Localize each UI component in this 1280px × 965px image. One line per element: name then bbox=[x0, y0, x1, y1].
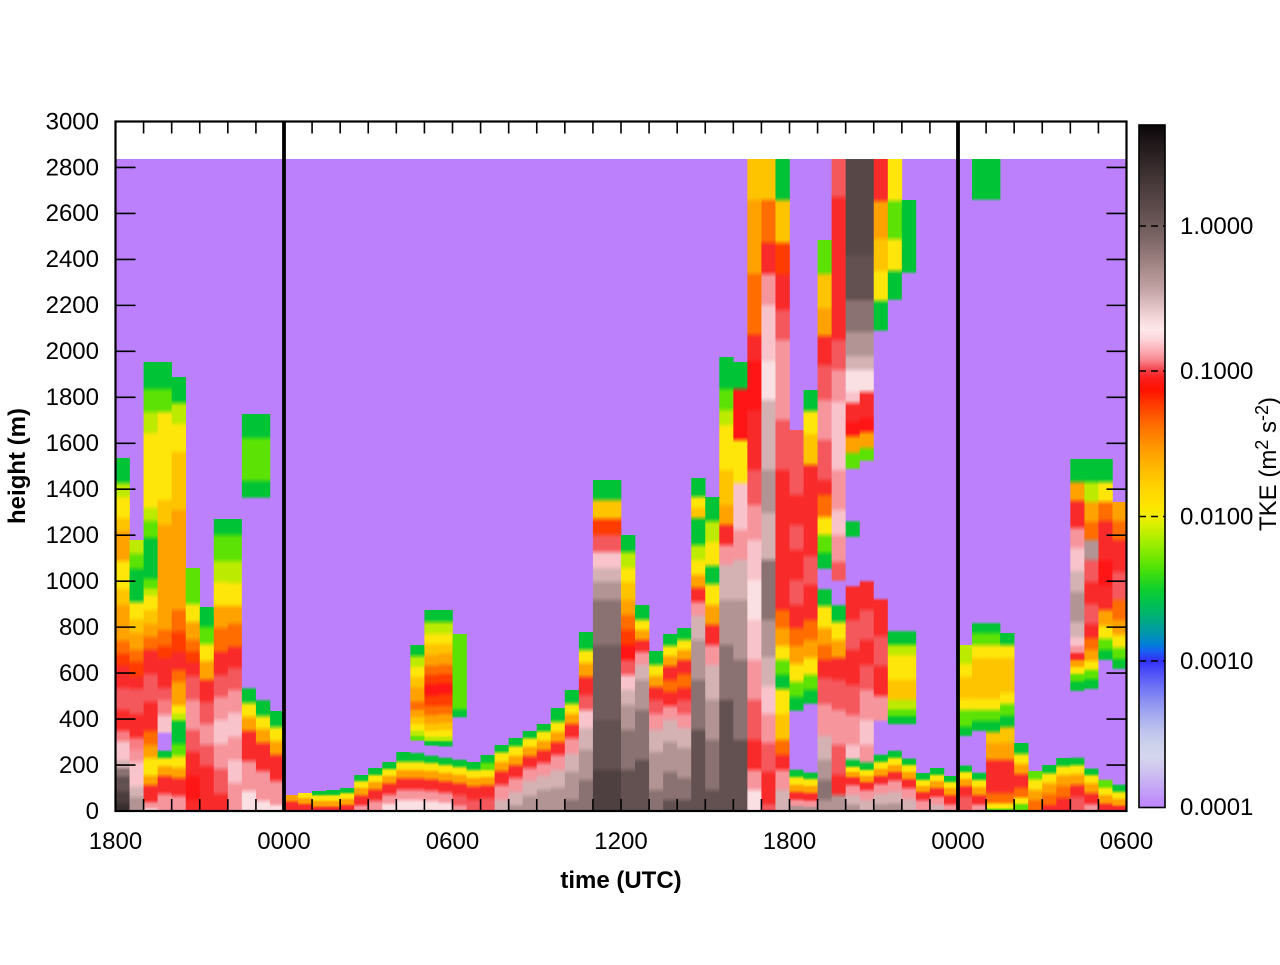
svg-text:1200: 1200 bbox=[594, 828, 647, 855]
svg-text:1000: 1000 bbox=[46, 568, 99, 595]
svg-text:2600: 2600 bbox=[46, 200, 99, 227]
svg-text:0.0100: 0.0100 bbox=[1180, 503, 1253, 530]
svg-text:time (UTC): time (UTC) bbox=[560, 867, 681, 894]
svg-text:2800: 2800 bbox=[46, 154, 99, 181]
svg-text:2000: 2000 bbox=[46, 338, 99, 365]
svg-text:0000: 0000 bbox=[257, 828, 310, 855]
svg-text:1800: 1800 bbox=[89, 828, 142, 855]
svg-text:0: 0 bbox=[86, 798, 99, 825]
svg-text:1800: 1800 bbox=[46, 384, 99, 411]
svg-text:3000: 3000 bbox=[46, 108, 99, 135]
svg-text:0600: 0600 bbox=[426, 828, 479, 855]
svg-text:0600: 0600 bbox=[1100, 828, 1153, 855]
svg-text:0.1000: 0.1000 bbox=[1180, 358, 1253, 385]
svg-text:0000: 0000 bbox=[931, 828, 984, 855]
svg-text:400: 400 bbox=[59, 706, 99, 733]
svg-text:0.0010: 0.0010 bbox=[1180, 648, 1253, 675]
svg-text:200: 200 bbox=[59, 752, 99, 779]
svg-text:1400: 1400 bbox=[46, 476, 99, 503]
svg-text:1600: 1600 bbox=[46, 430, 99, 457]
svg-text:1800: 1800 bbox=[763, 828, 816, 855]
svg-text:800: 800 bbox=[59, 614, 99, 641]
svg-text:2200: 2200 bbox=[46, 292, 99, 319]
svg-text:2400: 2400 bbox=[46, 246, 99, 273]
svg-text:height (m): height (m) bbox=[4, 408, 31, 524]
svg-text:1200: 1200 bbox=[46, 522, 99, 549]
svg-text:0.0001: 0.0001 bbox=[1180, 794, 1253, 821]
svg-text:600: 600 bbox=[59, 660, 99, 687]
svg-text:1.0000: 1.0000 bbox=[1180, 213, 1253, 240]
